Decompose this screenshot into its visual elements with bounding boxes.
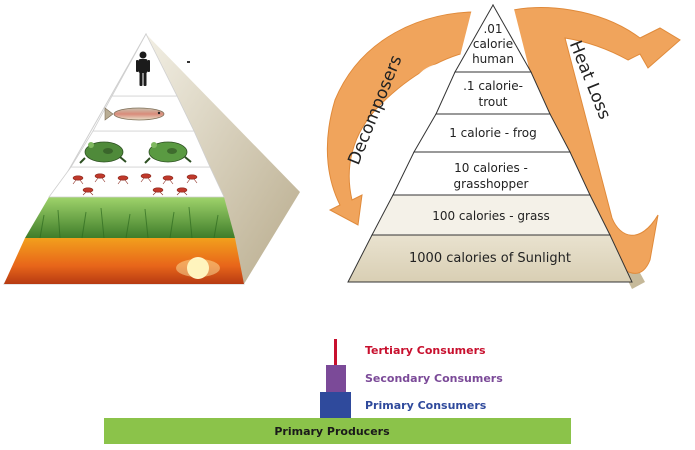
- tier-frog-label: 1 calorie - frog: [449, 126, 537, 140]
- tier-human-label-1: .01: [483, 22, 502, 36]
- grasshopper-icons: [72, 173, 198, 196]
- tier-grasshopper-label-2: grasshopper: [454, 177, 529, 191]
- grasshopper-layer: [48, 166, 225, 198]
- tertiary-consumers-bar: [334, 339, 337, 365]
- picture-pyramid-side-face: [146, 34, 300, 284]
- tier-grass-label: 100 calories - grass: [432, 209, 550, 223]
- tier-human-label-2: calorie: [473, 37, 513, 51]
- picture-pyramid: [3, 32, 300, 285]
- energy-pyramid: .01 calorie human .1 calorie- trout 1 ca…: [326, 3, 681, 289]
- small-mark: [187, 61, 190, 63]
- tertiary-consumers-label: Tertiary Consumers: [365, 344, 486, 357]
- frog-icon-right: [144, 141, 192, 164]
- heat-loss-arrow: [504, 7, 681, 274]
- grass-layer: [25, 197, 235, 238]
- secondary-consumers-label: Secondary Consumers: [365, 372, 503, 385]
- frog-icon-left: [79, 141, 127, 164]
- tier-human-label-3: human: [472, 52, 514, 66]
- decomposers-arrow: [326, 11, 486, 226]
- human-icon: [136, 51, 150, 86]
- primary-producers-label: Primary Producers: [274, 425, 390, 438]
- sun-icon: [187, 257, 209, 279]
- tier-trout-label-2: trout: [478, 95, 507, 109]
- sunset-layer: [4, 238, 244, 284]
- primary-producers-bar: [104, 418, 571, 444]
- trout-icon: [104, 107, 165, 121]
- tier-grasshopper-label-1: 10 calories -: [454, 161, 528, 175]
- tier-sunlight-label: 1000 calories of Sunlight: [409, 251, 571, 266]
- secondary-consumers-bar: [326, 365, 346, 392]
- tier-sunlight: [347, 234, 633, 283]
- primary-consumers-bar: [320, 392, 351, 418]
- trophic-levels: Primary Producers Primary Consumers Seco…: [104, 339, 571, 444]
- tier-trout-label-1: .1 calorie-: [463, 79, 523, 93]
- primary-consumers-label: Primary Consumers: [365, 399, 487, 412]
